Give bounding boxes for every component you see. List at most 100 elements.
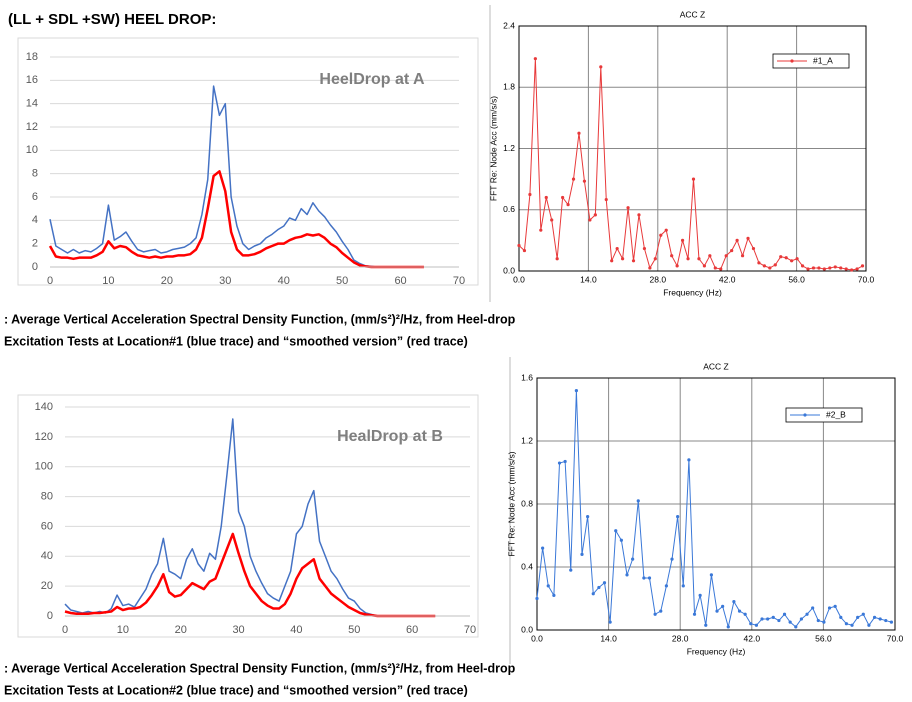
y-tick-label: 1.8 (503, 82, 515, 92)
data-point (615, 246, 619, 251)
x-tick-label: 50 (348, 624, 360, 636)
data-point (833, 265, 837, 269)
data-point (544, 195, 548, 200)
data-point (777, 618, 781, 623)
x-axis-label: Frequency (Hz) (663, 287, 722, 297)
caption: Excitation Tests at Location#1 (blue tra… (4, 334, 468, 348)
data-point (737, 609, 742, 613)
data-point (884, 618, 888, 623)
data-point (709, 573, 713, 577)
plot-frame (518, 25, 867, 272)
data-point (746, 236, 750, 240)
data-point (653, 257, 657, 261)
data-point (621, 257, 625, 261)
data-point (794, 625, 798, 629)
caption: : Average Vertical Acceleration Spectral… (4, 312, 516, 326)
data-point (569, 568, 573, 572)
data-point (721, 604, 725, 608)
data-line (48, 170, 424, 269)
x-tick-label: 20 (161, 275, 173, 287)
data-point (522, 248, 527, 253)
data-point (784, 256, 788, 260)
data-point (541, 546, 545, 550)
data-point (691, 177, 696, 181)
data-point (799, 617, 804, 621)
y-tick-label: 140 (35, 401, 53, 413)
data-point (552, 593, 556, 597)
x-tick-label: 0.0 (531, 633, 543, 643)
data-point (599, 65, 603, 69)
y-tick-label: 120 (35, 431, 53, 443)
y-tick-label: 10 (26, 144, 38, 156)
data-point (577, 131, 581, 135)
data-point (686, 257, 690, 261)
y-tick-label: 0.4 (521, 561, 533, 571)
data-point (816, 618, 820, 623)
data-point (593, 213, 597, 217)
data-point (557, 461, 562, 465)
data-point (726, 625, 730, 629)
data-point (588, 218, 592, 222)
data-point (659, 609, 663, 613)
x-tick-label: 42.0 (744, 633, 761, 643)
data-point (782, 612, 787, 616)
data-point (713, 266, 717, 270)
data-point (788, 620, 792, 624)
data-point (648, 266, 652, 270)
data-point (839, 266, 843, 270)
x-tick-label: 56.0 (788, 274, 805, 284)
data-point (757, 261, 761, 265)
data-point (872, 615, 877, 620)
data-point (631, 259, 636, 263)
data-point (636, 499, 640, 503)
data-point (566, 203, 570, 207)
data-line (49, 85, 424, 268)
y-tick-label: 4 (32, 214, 38, 226)
y-tick-label: 100 (35, 461, 53, 473)
data-point (619, 538, 623, 542)
legend-box (772, 53, 850, 69)
data-point (574, 389, 578, 393)
x-tick-label: 70.0 (887, 633, 904, 643)
data-point (771, 615, 775, 620)
data-point (735, 238, 739, 242)
caption: Excitation Tests at Location#2 (blue tra… (4, 683, 468, 697)
chart-frame (17, 394, 479, 638)
x-tick-label: 0.0 (513, 274, 525, 284)
data-point (822, 620, 826, 624)
data-point (817, 266, 821, 270)
data-point (833, 604, 837, 608)
data-point (839, 615, 843, 620)
x-tick-label: 14.0 (600, 633, 617, 643)
y-axis-label: FFT Re: Node Acc (mm/s/s) (506, 451, 516, 556)
data-point (614, 529, 618, 533)
data-point (768, 266, 772, 270)
data-point (610, 259, 614, 263)
data-point (626, 206, 630, 210)
x-tick-label: 70 (464, 624, 476, 636)
y-tick-label: 60 (41, 520, 53, 532)
y-tick-label: 1.2 (521, 435, 533, 445)
data-point (647, 576, 652, 580)
data-point (698, 593, 702, 597)
data-point (749, 622, 753, 626)
y-tick-label: 0.0 (521, 624, 533, 634)
data-point (861, 612, 865, 616)
data-point (790, 259, 794, 263)
data-point (664, 228, 668, 232)
x-tick-label: 10 (117, 624, 129, 636)
data-point (517, 243, 521, 248)
heading: (LL + SDL +SW) HEEL DROP: (8, 11, 216, 28)
legend-label: #2_B (826, 409, 846, 419)
data-point (659, 233, 663, 237)
data-point (681, 584, 685, 588)
data-point (591, 592, 595, 596)
data-point (533, 57, 537, 61)
data-point (743, 612, 747, 616)
data-point (867, 623, 871, 627)
x-tick-label: 40 (278, 275, 290, 287)
data-point (827, 606, 832, 610)
data-point (760, 617, 764, 621)
data-point (676, 515, 680, 519)
data-point (822, 267, 826, 271)
